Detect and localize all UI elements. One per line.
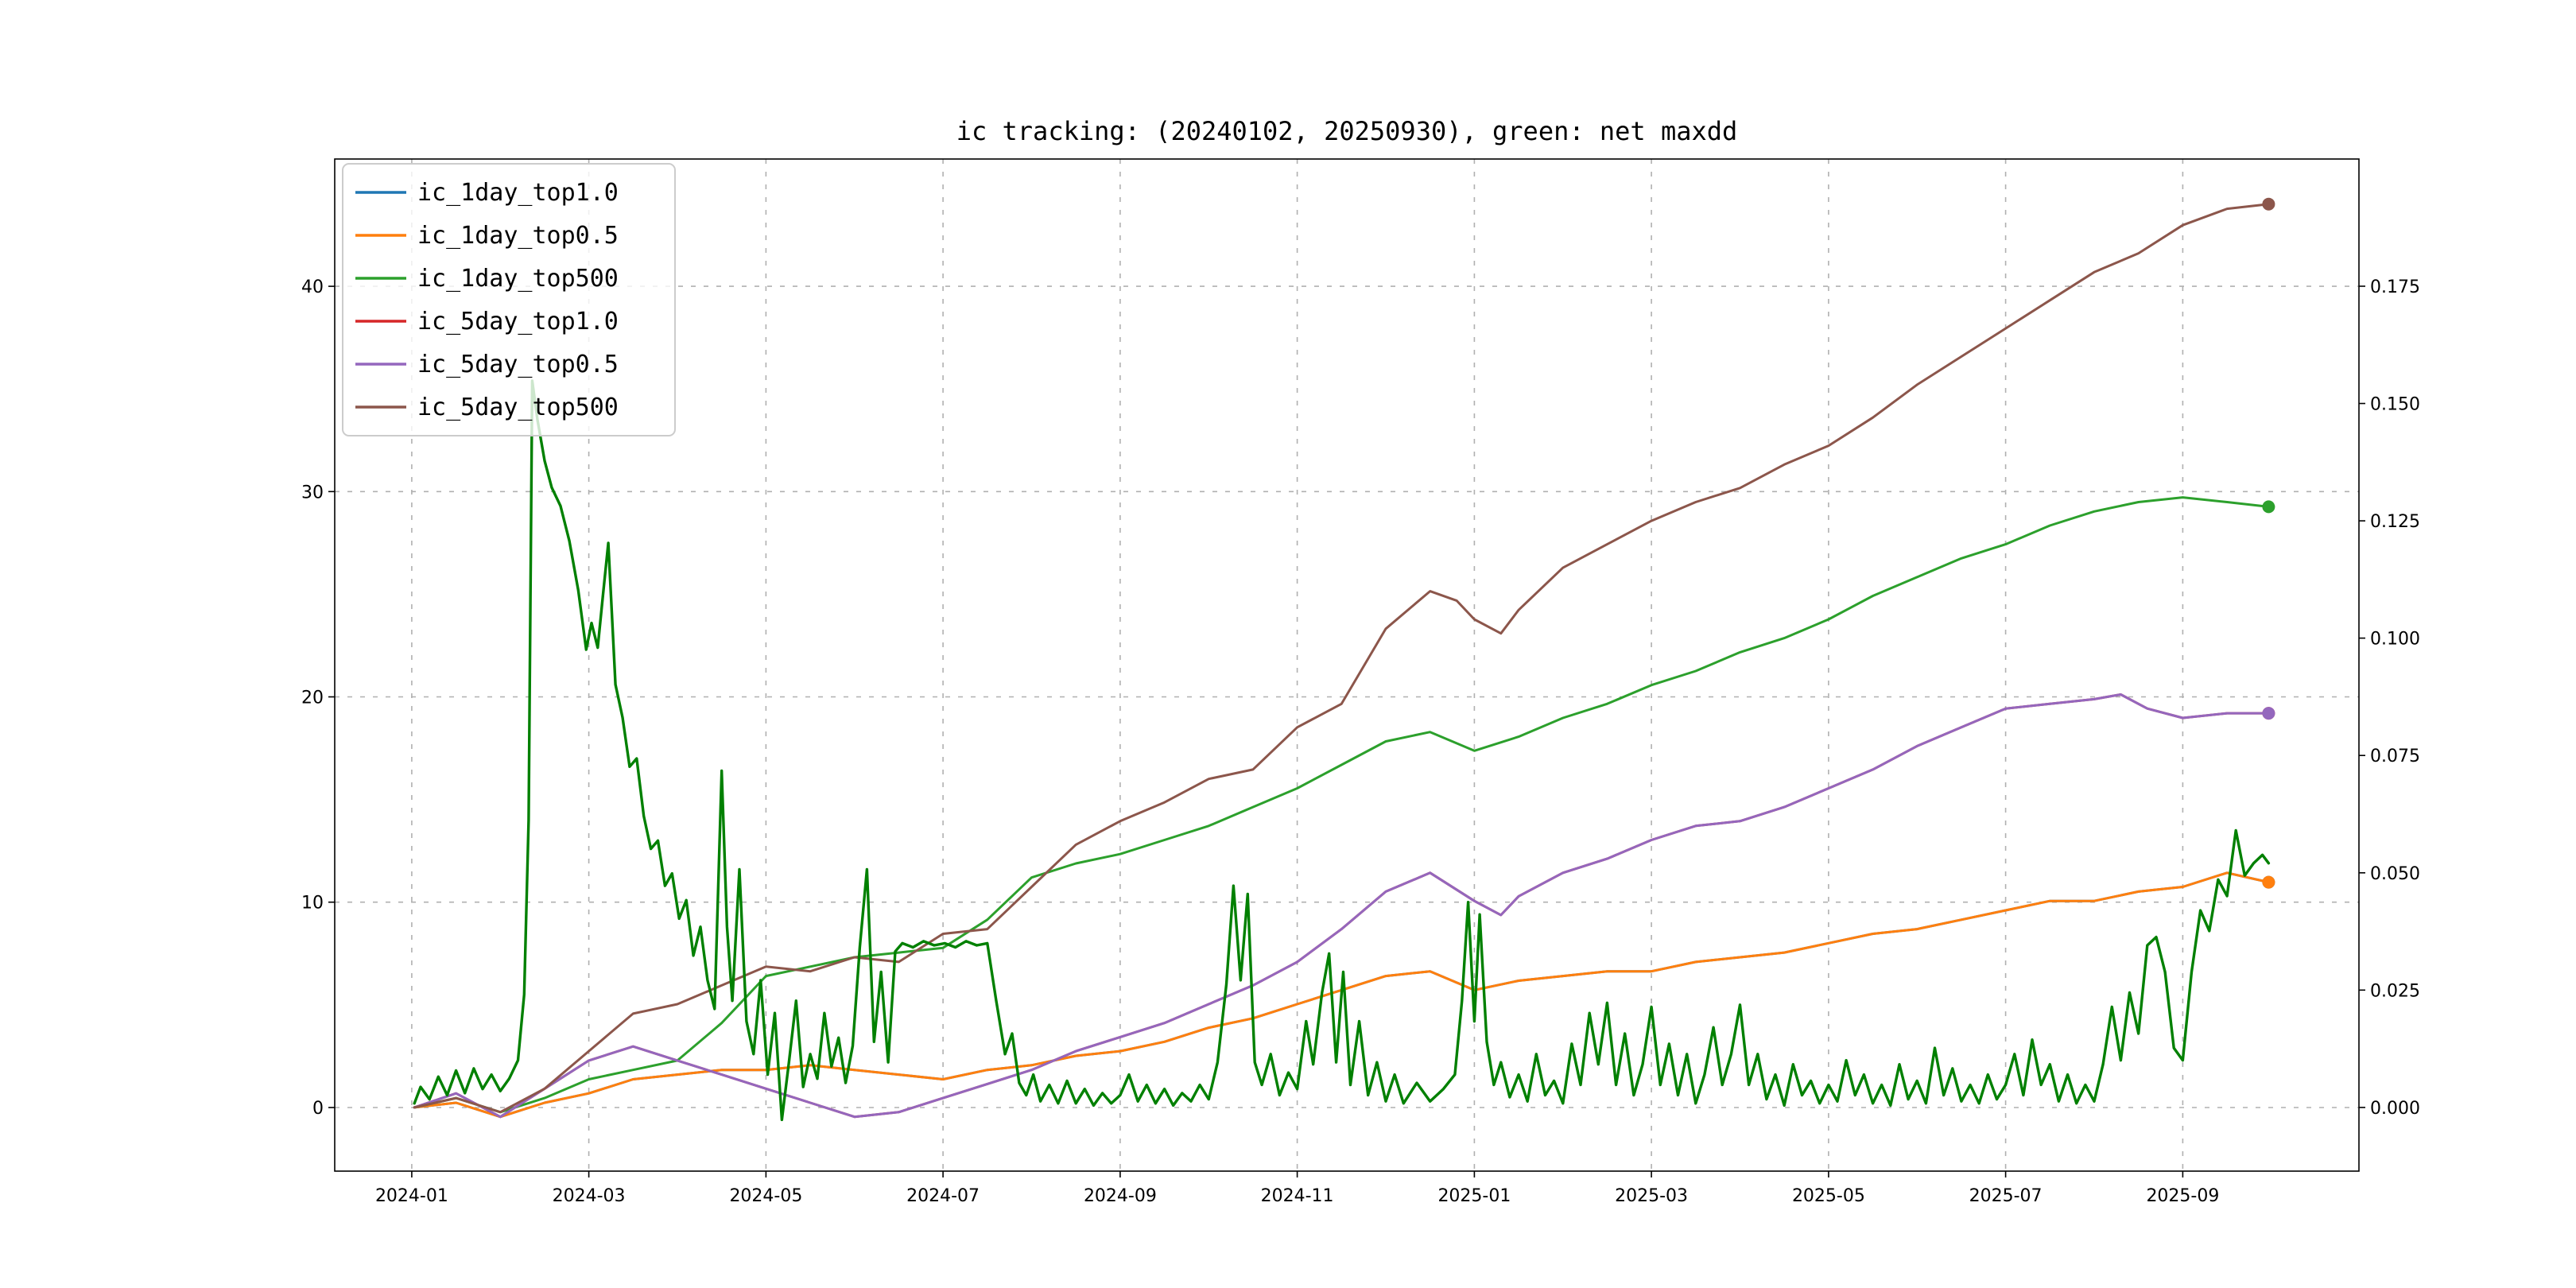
legend-label-ic_1day_top500: ic_1day_top500 [417, 265, 619, 293]
x-tick-label: 2024-07 [906, 1186, 980, 1206]
left-tick-label: 20 [301, 689, 324, 708]
end-marker-ic_5day_top500 [2262, 197, 2275, 211]
left-tick-label: 30 [301, 483, 324, 502]
legend-box [342, 163, 676, 436]
axes-spines [334, 158, 2360, 1172]
right-tick-label: 0.100 [2370, 630, 2420, 650]
right-tick-label: 0.150 [2370, 395, 2420, 415]
right-tick-label: 0.075 [2370, 747, 2420, 766]
x-tick-label: 2024-09 [1084, 1186, 1157, 1206]
series-line-ic_1day_top500 [413, 496, 2270, 1114]
right-tick-label: 0.000 [2370, 1099, 2420, 1119]
series-line-ic_5day_top500 [413, 203, 2270, 1114]
legend-label-ic_1day_top0.5: ic_1day_top0.5 [417, 222, 619, 250]
legend-label-ic_1day_top1.0: ic_1day_top1.0 [417, 179, 619, 207]
legend-label-ic_5day_top1.0: ic_5day_top1.0 [417, 308, 619, 336]
left-tick-label: 0 [312, 1099, 324, 1119]
x-tick-label: 2025-07 [1969, 1186, 2043, 1206]
x-tick-label: 2025-05 [1792, 1186, 1865, 1206]
left-tick-label: 40 [301, 277, 324, 297]
end-marker-ic_1day_top0.5 [2262, 875, 2275, 889]
x-tick-label: 2025-03 [1615, 1186, 1688, 1206]
legend-label-ic_5day_top500: ic_5day_top500 [417, 394, 619, 421]
x-tick-label: 2024-03 [553, 1186, 626, 1206]
x-tick-label: 2025-09 [2146, 1186, 2219, 1206]
chart-title: ic tracking: (20240102, 20250930), green… [956, 116, 1738, 146]
x-tick-label: 2024-11 [1261, 1186, 1334, 1206]
right-tick-label: 0.050 [2370, 864, 2420, 884]
end-marker-ic_5day_top0.5 [2262, 707, 2275, 720]
x-tick-label: 2025-01 [1437, 1186, 1511, 1206]
x-tick-label: 2024-01 [375, 1186, 448, 1206]
right-tick-label: 0.125 [2370, 512, 2420, 532]
left-tick-label: 10 [301, 894, 324, 914]
legend-label-ic_5day_top0.5: ic_5day_top0.5 [417, 351, 619, 378]
right-tick-label: 0.175 [2370, 277, 2420, 297]
series-line-ic_5day_top0.5 [413, 693, 2270, 1119]
series-line-net_maxdd [413, 379, 2271, 1122]
right-tick-label: 0.025 [2370, 981, 2420, 1001]
x-tick-label: 2024-05 [729, 1186, 802, 1206]
end-marker-ic_1day_top500 [2262, 500, 2275, 514]
